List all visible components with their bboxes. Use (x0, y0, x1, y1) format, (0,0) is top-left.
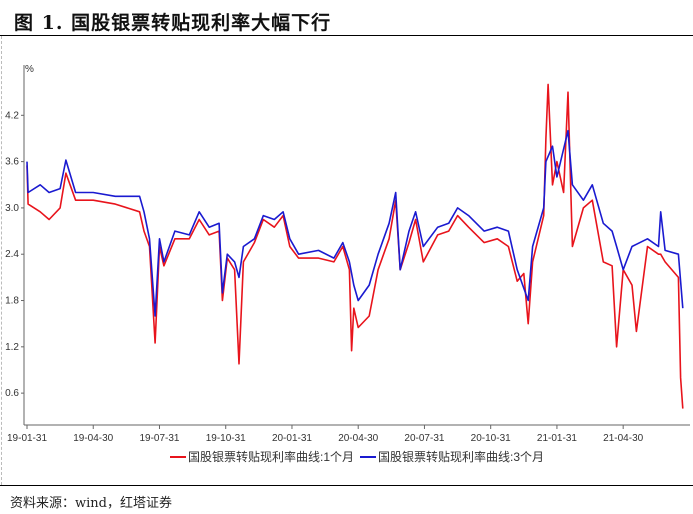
x-tick-label: 21-01-31 (537, 433, 577, 444)
x-tick-label: 20-01-31 (272, 433, 312, 444)
title-divider (0, 35, 693, 36)
x-tick-label: 19-04-30 (73, 433, 113, 444)
y-tick-label: 1.8 (5, 296, 19, 307)
y-tick-label: 2.4 (5, 249, 19, 260)
x-tick-label: 20-07-31 (404, 433, 444, 444)
page-margin-line (1, 36, 2, 485)
y-axis-unit: % (25, 64, 34, 75)
y-tick-label: 4.2 (5, 110, 19, 121)
line-chart: % 0.6 1.2 1.8 2.4 3.0 3.6 4.2 19-01-31 19-04-30 19… (5, 64, 690, 464)
source-divider (0, 485, 693, 486)
x-tick-label: 19-01-31 (7, 433, 47, 444)
legend-label-1: 国股银票转贴现利率曲线:1个月 (188, 449, 354, 464)
x-tick-label: 20-10-31 (471, 433, 511, 444)
x-tick-label: 19-07-31 (139, 433, 179, 444)
y-tick-label: 3.6 (5, 157, 19, 168)
source-note: 资料来源：wind，红塔证券 (10, 496, 172, 511)
x-tick-label: 19-10-31 (206, 433, 246, 444)
x-tick-label: 20-04-30 (338, 433, 378, 444)
y-tick-label: 1.2 (5, 342, 19, 353)
figure-title: 图 1. 国股银票转贴现利率大幅下行 (14, 12, 332, 34)
legend-label-2: 国股银票转贴现利率曲线:3个月 (378, 449, 544, 464)
series-line-1 (26, 83, 684, 409)
series-line-2 (26, 129, 684, 317)
y-tick-label: 3.0 (5, 203, 19, 214)
x-tick-label: 21-04-30 (603, 433, 643, 444)
y-tick-label: 0.6 (5, 388, 19, 399)
